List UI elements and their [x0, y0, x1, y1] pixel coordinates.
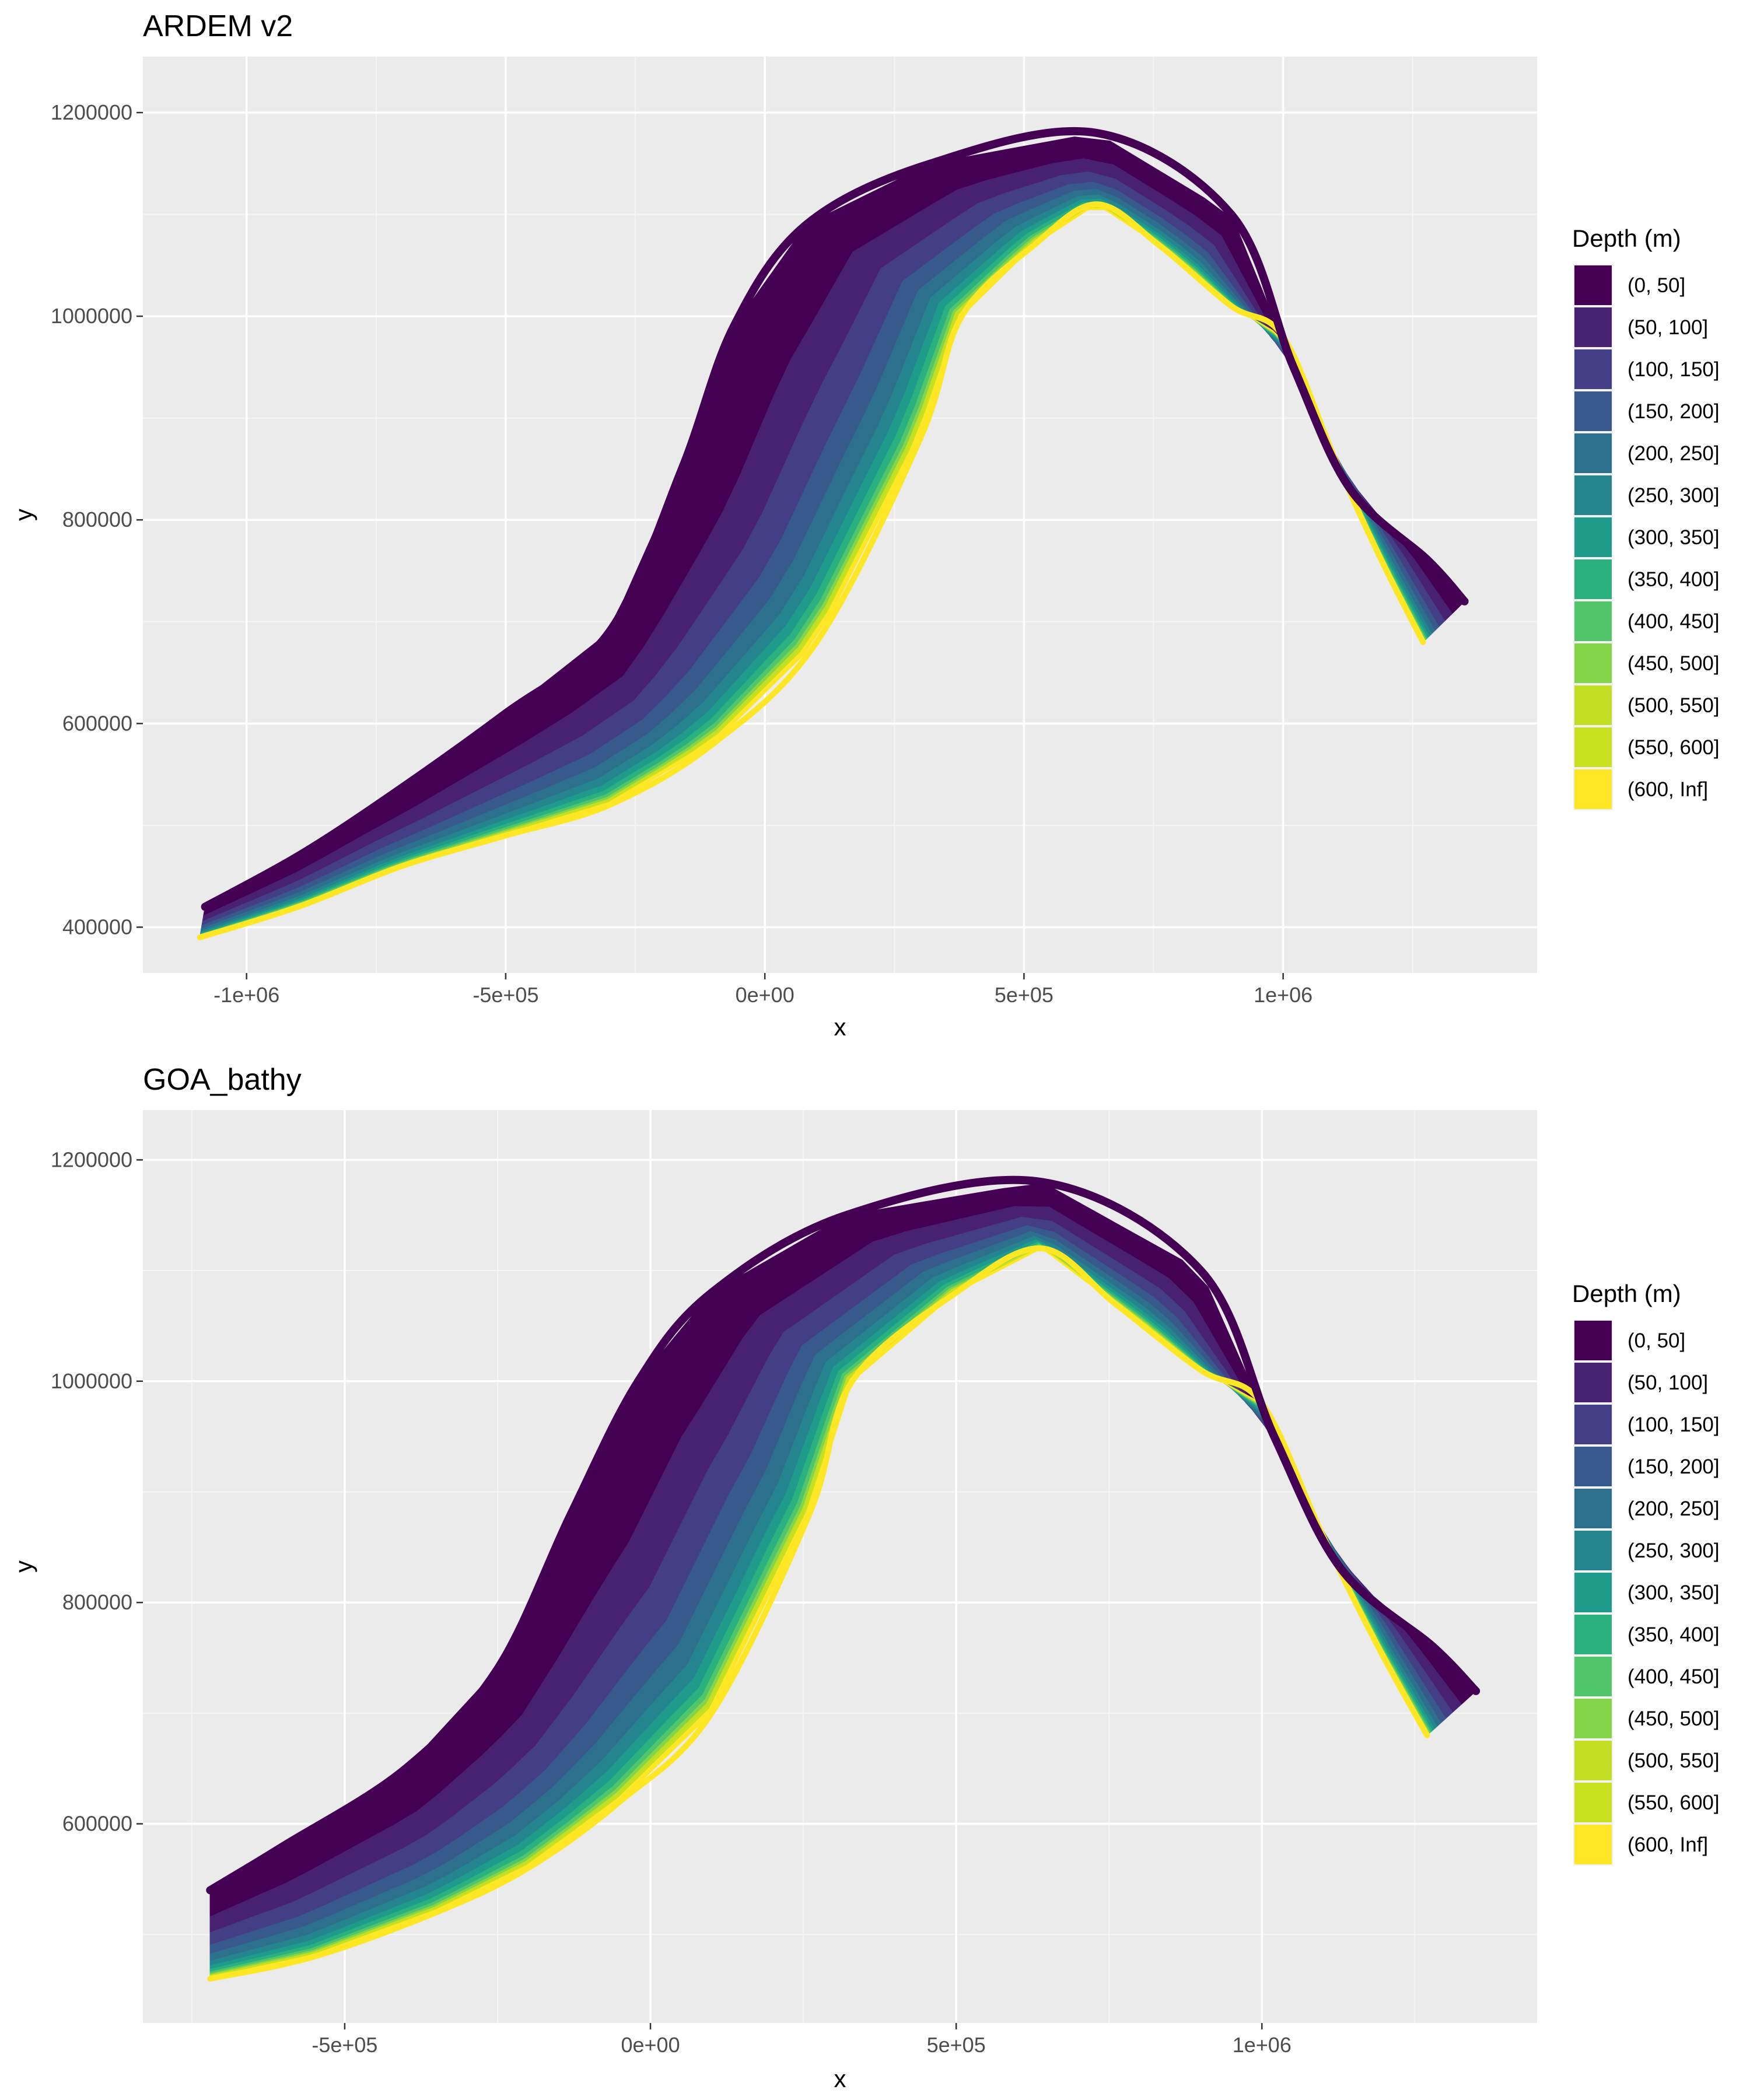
legend-label: (250, 300]	[1628, 1539, 1720, 1562]
legend-label: (100, 150]	[1628, 1413, 1720, 1436]
x-tick-label: -1e+06	[214, 983, 279, 1007]
y-tick-label: 600000	[62, 711, 132, 735]
legend-swatch	[1574, 1615, 1612, 1654]
legend-label: (300, 350]	[1628, 1581, 1720, 1604]
legend-label: (50, 100]	[1628, 316, 1708, 339]
x-tick-label: 5e+05	[927, 2033, 986, 2057]
legend-swatch	[1574, 1783, 1612, 1822]
legend-label: (150, 200]	[1628, 400, 1720, 423]
y-tick-label: 600000	[62, 1812, 132, 1836]
x-tick-label: 1e+06	[1254, 983, 1312, 1007]
legend-swatch	[1574, 1573, 1612, 1612]
x-axis-label: x	[834, 1013, 846, 1041]
depth-field	[206, 1175, 1480, 1982]
panel-title: ARDEM v2	[143, 9, 293, 43]
legend-swatch	[1574, 349, 1612, 389]
legend-label: (0, 50]	[1628, 274, 1685, 297]
legend: Depth (m) (0, 50] (50, 100] (100, 150] (150,…	[1572, 225, 1720, 810]
legend-swatch	[1574, 601, 1612, 641]
legend-swatch	[1574, 727, 1612, 767]
shelf-edge-deep	[197, 201, 1426, 940]
legend-label: (250, 300]	[1628, 484, 1720, 507]
legend-swatch	[1574, 1657, 1612, 1696]
legend-title: Depth (m)	[1572, 225, 1681, 252]
y-tick-label: 800000	[62, 508, 132, 531]
legend-swatch	[1574, 307, 1612, 347]
legend-swatch	[1574, 265, 1612, 305]
y-tick-label: 400000	[62, 915, 132, 939]
legend-swatch	[1574, 1447, 1612, 1486]
legend-swatch	[1574, 1825, 1612, 1864]
panel-goa-bathy: GOA_bathy -5e+05 0e+00 5e+05 1e+06 600000 8000…	[10, 1063, 1720, 2092]
y-tick-label: 1200000	[51, 100, 132, 124]
depth-field	[197, 127, 1469, 940]
panel-title: GOA_bathy	[143, 1063, 302, 1097]
legend-label: (150, 200]	[1628, 1455, 1720, 1478]
legend-label: (500, 550]	[1628, 694, 1720, 717]
panel-ardem-v2: ARDEM v2 -1e+06 -5e+05 0e+00 5e+05 1e+06 40000…	[10, 9, 1720, 1041]
legend-swatch	[1574, 643, 1612, 683]
legend-swatch	[1574, 475, 1612, 515]
legend-label: (450, 500]	[1628, 652, 1720, 675]
y-tick-label: 1000000	[51, 304, 132, 328]
legend-label: (550, 600]	[1628, 736, 1720, 759]
legend-swatch	[1574, 1531, 1612, 1570]
legend-swatch	[1574, 1363, 1612, 1402]
x-tick-label: 5e+05	[995, 983, 1054, 1007]
x-tick-label: -5e+05	[473, 983, 538, 1007]
legend-label: (550, 600]	[1628, 1791, 1720, 1814]
shelf-edge-deep	[207, 1245, 1430, 1982]
legend-label: (600, Inf]	[1628, 1833, 1708, 1856]
legend: Depth (m) (0, 50] (50, 100] (100, 150] (150,…	[1572, 1280, 1720, 1866]
legend-swatch	[1574, 517, 1612, 557]
legend-label: (450, 500]	[1628, 1707, 1720, 1730]
x-axis-label: x	[834, 2065, 846, 2092]
legend-label: (350, 400]	[1628, 1623, 1720, 1646]
legend-swatch	[1574, 769, 1612, 809]
legend-label: (200, 250]	[1628, 1497, 1720, 1520]
legend-swatch	[1574, 1741, 1612, 1780]
coastline	[206, 1175, 1480, 1895]
legend-label: (200, 250]	[1628, 442, 1720, 465]
x-tick-label: 1e+06	[1233, 2033, 1292, 2057]
legend-swatch	[1574, 1405, 1612, 1444]
legend-label: (100, 150]	[1628, 358, 1720, 381]
legend-label: (0, 50]	[1628, 1329, 1685, 1352]
legend-swatch	[1574, 1699, 1612, 1738]
legend-swatch	[1574, 433, 1612, 473]
y-tick-label: 1000000	[51, 1369, 132, 1393]
y-tick-label: 800000	[62, 1590, 132, 1614]
x-tick-label: -5e+05	[312, 2033, 377, 2057]
x-tick-label: 0e+00	[621, 2033, 680, 2057]
legend-label: (50, 100]	[1628, 1371, 1708, 1394]
y-axis-label: y	[10, 1560, 37, 1573]
y-tick-label: 1200000	[51, 1147, 132, 1171]
legend-label: (400, 450]	[1628, 1665, 1720, 1688]
legend-label: (400, 450]	[1628, 610, 1720, 633]
legend-label: (500, 550]	[1628, 1749, 1720, 1772]
x-tick-label: 0e+00	[736, 983, 794, 1007]
legend-label: (600, Inf]	[1628, 778, 1708, 801]
legend-swatch	[1574, 391, 1612, 431]
legend-title: Depth (m)	[1572, 1280, 1681, 1307]
legend-label: (300, 350]	[1628, 526, 1720, 549]
legend-swatch	[1574, 1321, 1612, 1360]
coastline	[201, 127, 1469, 911]
legend-swatch	[1574, 1489, 1612, 1528]
legend-swatch	[1574, 559, 1612, 599]
legend-swatch	[1574, 685, 1612, 725]
y-axis-label: y	[10, 509, 37, 521]
legend-label: (350, 400]	[1628, 568, 1720, 591]
